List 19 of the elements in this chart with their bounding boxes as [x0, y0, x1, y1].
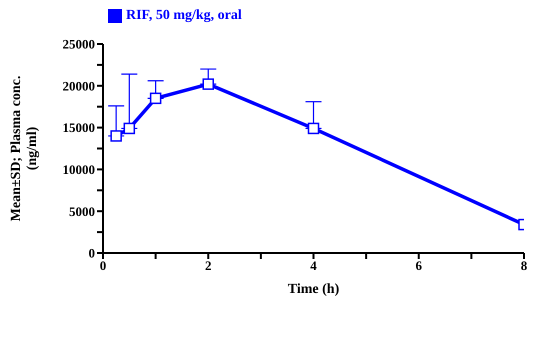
y-tick-label: 0: [88, 246, 95, 261]
x-axis-title: Time (h): [288, 282, 340, 297]
y-tick-label: 25000: [62, 36, 95, 52]
x-tick-label: 2: [205, 258, 212, 274]
y-tick-label: 10000: [62, 162, 95, 178]
y-tick-label: 20000: [62, 78, 95, 94]
y-tick-label: 15000: [62, 120, 95, 136]
point: [308, 122, 320, 134]
point: [150, 92, 162, 104]
y-axis-title: Mean±SD; Plasma conc. (ng/ml): [9, 76, 40, 222]
point: [124, 122, 136, 134]
x-tick-label: 4: [310, 258, 318, 274]
x-tick-label: 0: [100, 258, 106, 274]
legend-label: RIF, 50 mg/kg, oral: [126, 8, 242, 23]
x-tick-label: 6: [416, 258, 422, 274]
point: [110, 130, 122, 142]
x-tick-label: 8: [520, 258, 528, 274]
y-tick-label: 5000: [69, 204, 95, 219]
point: [202, 78, 214, 90]
